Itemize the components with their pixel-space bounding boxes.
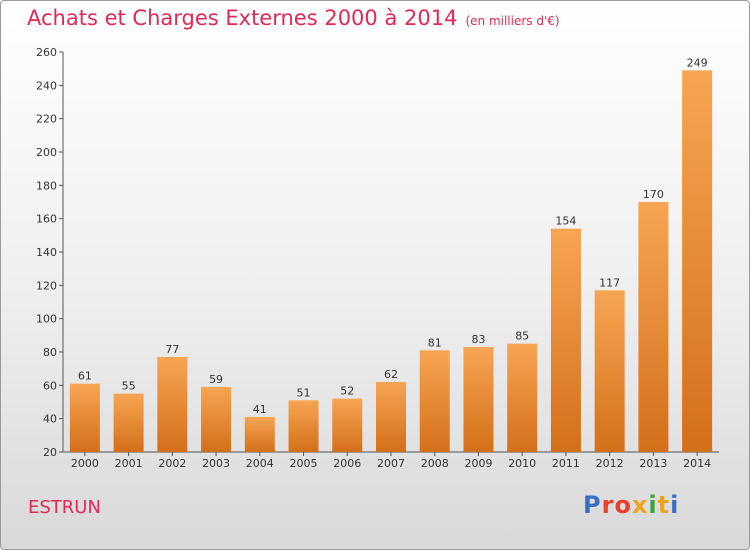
bar-2011 xyxy=(550,228,581,452)
y-tick-label: 40 xyxy=(43,413,57,426)
x-tick-label: 2002 xyxy=(158,457,186,470)
bar-2002 xyxy=(157,357,188,452)
bar-2006 xyxy=(332,398,363,452)
bar-value-label: 154 xyxy=(555,215,576,228)
bar-2001 xyxy=(113,393,144,452)
chart-title-text: Achats et Charges Externes 2000 à 2014 xyxy=(27,6,458,30)
x-tick-label: 2010 xyxy=(508,457,536,470)
bar-2008 xyxy=(419,350,450,452)
bar-2004 xyxy=(244,417,275,452)
x-tick-label: 2004 xyxy=(246,457,274,470)
bar-2003 xyxy=(201,387,232,452)
bar-value-label: 170 xyxy=(643,188,664,201)
logo-letter: t xyxy=(657,491,671,519)
bar-value-label: 81 xyxy=(428,336,442,349)
bar-value-label: 62 xyxy=(384,368,398,381)
x-tick-label: 2008 xyxy=(421,457,449,470)
bar-value-label: 77 xyxy=(165,343,179,356)
y-tick-label: 80 xyxy=(43,346,57,359)
bar-2013 xyxy=(638,202,669,452)
y-tick-label: 260 xyxy=(36,46,57,59)
bar-value-label: 61 xyxy=(78,370,92,383)
x-tick-label: 2001 xyxy=(115,457,143,470)
logo-letter: P xyxy=(583,491,602,519)
bar-value-label: 83 xyxy=(471,333,485,346)
bar-2000 xyxy=(69,383,100,452)
bar-value-label: 55 xyxy=(122,380,136,393)
bar-value-label: 59 xyxy=(209,373,223,386)
x-tick-label: 2013 xyxy=(639,457,667,470)
logo-letter: r xyxy=(601,491,615,519)
y-tick-label: 220 xyxy=(36,113,57,126)
bar-2005 xyxy=(288,400,319,452)
chart-data-labels: 61 55 77 59 41 51 52 62 81 83 85 154 117 170 249 xyxy=(78,56,708,416)
commune-name: ESTRUN xyxy=(28,497,101,518)
y-tick-label: 120 xyxy=(36,279,57,292)
bar-value-label: 51 xyxy=(297,386,311,399)
x-tick-label: 2000 xyxy=(71,457,99,470)
bar-2009 xyxy=(463,347,494,452)
bar-value-label: 41 xyxy=(253,403,267,416)
logo-letter: i xyxy=(670,491,680,519)
x-tick-label: 2003 xyxy=(202,457,230,470)
x-tick-label: 2014 xyxy=(683,457,711,470)
chart-axes: 20 40 60 80 100 120 140 160 180 200 220 240 260 2000 2… xyxy=(36,46,719,470)
bar-value-label: 249 xyxy=(687,56,708,69)
bar-value-label: 52 xyxy=(340,385,354,398)
y-tick-label: 60 xyxy=(43,379,57,392)
logo-letter: o xyxy=(614,491,632,519)
x-tick-label: 2007 xyxy=(377,457,405,470)
chart-title: Achats et Charges Externes 2000 à 2014 (e… xyxy=(27,6,560,30)
x-tick-label: 2006 xyxy=(333,457,361,470)
y-tick-label: 100 xyxy=(36,313,57,326)
chart-title-unit: (en milliers d'€) xyxy=(465,14,560,28)
logo-letter: x xyxy=(631,491,649,519)
y-tick-label: 160 xyxy=(36,213,57,226)
logo-letter: i xyxy=(648,491,658,519)
bar-value-label: 85 xyxy=(515,330,529,343)
x-tick-label: 2011 xyxy=(552,457,580,470)
y-tick-label: 180 xyxy=(36,179,57,192)
bar-2007 xyxy=(376,382,406,452)
y-tick-label: 140 xyxy=(36,246,57,259)
bar-2012 xyxy=(594,290,625,452)
bar-2014 xyxy=(682,70,713,452)
y-tick-label: 240 xyxy=(36,79,57,92)
y-tick-label: 200 xyxy=(36,146,57,159)
x-tick-label: 2012 xyxy=(596,457,624,470)
x-tick-label: 2005 xyxy=(290,457,318,470)
bar-2010 xyxy=(507,343,538,452)
chart-bars xyxy=(69,70,713,452)
bar-value-label: 117 xyxy=(599,276,620,289)
y-tick-label: 20 xyxy=(43,446,57,459)
proxiti-logo: Proxiti xyxy=(583,491,679,519)
x-tick-label: 2009 xyxy=(464,457,492,470)
